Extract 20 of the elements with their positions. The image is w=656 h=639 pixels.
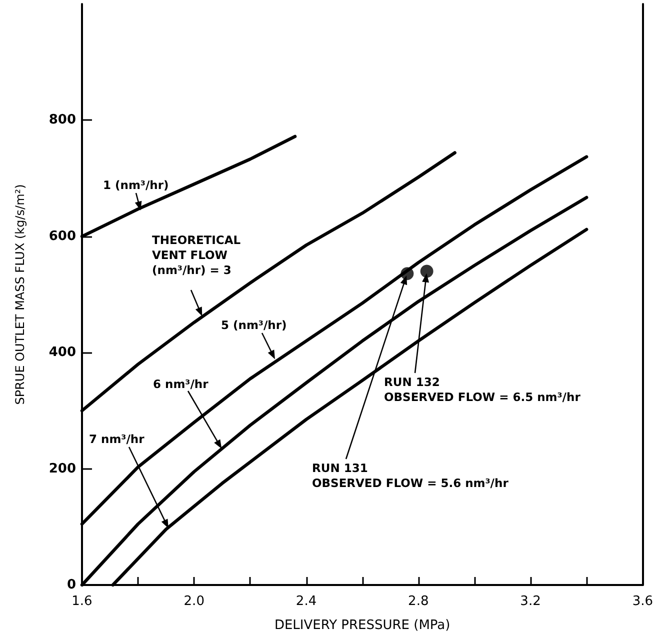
y-tick-label: 600 <box>48 228 76 244</box>
annotation: RUN 132 OBSERVED FLOW = 6.5 nm³/hr <box>384 375 581 404</box>
x-tick-label: 1.6 <box>72 594 92 609</box>
annotation: 1 (nm³/hr) <box>103 178 169 192</box>
x-tick-label: 2.8 <box>408 594 429 609</box>
annotation: RUN 131 OBSERVED FLOW = 5.6 nm³/hr <box>312 461 509 490</box>
annotation: 5 (nm³/hr) <box>221 318 287 332</box>
annotation: THEORETICAL VENT FLOW (nm³/hr) = 3 <box>152 233 242 277</box>
annotation: 6 nm³/hr <box>153 377 209 391</box>
x-tick-label: 3.2 <box>520 594 541 609</box>
y-tick-label: 400 <box>48 345 76 360</box>
y-tick-label: 200 <box>48 461 76 476</box>
x-axis-title: DELIVERY PRESSURE (MPa) <box>274 618 450 633</box>
y-tick-label: 0 <box>66 578 76 592</box>
x-tick-label: 3.6 <box>632 594 654 609</box>
x-tick-label: 2.0 <box>184 594 204 609</box>
annotation: 7 nm³/hr <box>89 432 145 446</box>
x-tick-label: 2.4 <box>296 594 317 609</box>
y-axis-title: SPRUE OUTLET MASS FLUX (kg/s/m²) <box>13 184 27 405</box>
y-tick-label: 800 <box>48 112 76 128</box>
